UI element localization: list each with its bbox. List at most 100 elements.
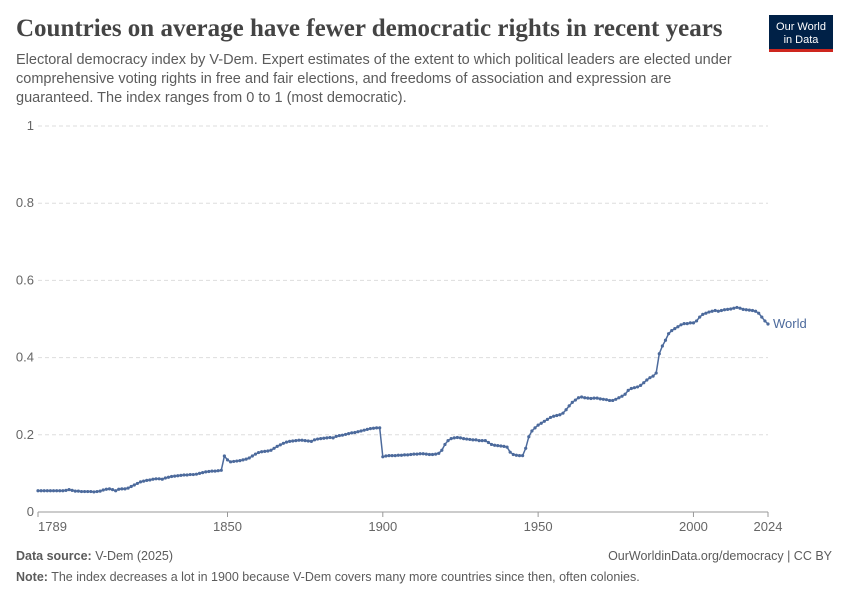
- point: [179, 473, 183, 477]
- point: [673, 327, 677, 331]
- point: [517, 454, 522, 458]
- point: [660, 344, 664, 348]
- point: [474, 438, 478, 442]
- point: [533, 426, 537, 430]
- point: [757, 311, 761, 315]
- point: [281, 441, 286, 445]
- point: [434, 452, 438, 456]
- point: [48, 489, 53, 493]
- point: [334, 434, 338, 438]
- note-label: Note:: [16, 570, 48, 584]
- url[interactable]: OurWorldinData.org/democracy | CC BY: [608, 549, 833, 563]
- x-tick-label: 2024: [754, 519, 783, 534]
- point: [520, 454, 525, 458]
- point: [396, 453, 400, 457]
- point: [729, 307, 733, 311]
- point: [483, 438, 487, 443]
- point: [244, 457, 248, 461]
- point: [676, 325, 680, 329]
- point: [210, 469, 214, 473]
- point: [337, 433, 341, 438]
- point: [154, 477, 158, 481]
- point: [545, 417, 550, 421]
- point: [238, 459, 242, 463]
- subtitle: guaranteed. The index ranges from 0 to 1…: [16, 90, 407, 106]
- point: [611, 398, 615, 403]
- point: [499, 444, 503, 448]
- point: [735, 305, 739, 310]
- point: [452, 436, 456, 440]
- point: [291, 439, 295, 443]
- point: [766, 322, 770, 326]
- point: [101, 488, 105, 492]
- point: [458, 436, 463, 440]
- point: [306, 439, 310, 443]
- point: [197, 471, 202, 475]
- point: [138, 480, 143, 484]
- point: [89, 489, 93, 494]
- point: [527, 435, 531, 439]
- point: [350, 431, 354, 435]
- point: [648, 376, 652, 380]
- point: [486, 440, 491, 445]
- point: [169, 474, 174, 479]
- point: [663, 338, 668, 342]
- point: [117, 487, 121, 491]
- point: [446, 438, 450, 443]
- note-text: The index decreases a lot in 1900 becaus…: [51, 570, 640, 584]
- point: [424, 452, 428, 456]
- point: [241, 458, 245, 462]
- point: [592, 396, 596, 400]
- point: [430, 452, 435, 457]
- point: [123, 487, 127, 491]
- point: [412, 452, 416, 456]
- point: [763, 319, 767, 323]
- point: [635, 385, 640, 389]
- point: [738, 306, 742, 310]
- point: [747, 308, 751, 312]
- source-label: Data source:: [16, 549, 92, 563]
- point: [654, 371, 658, 375]
- point: [493, 443, 497, 447]
- point: [539, 421, 543, 425]
- point: [132, 483, 136, 487]
- point: [42, 489, 46, 493]
- point: [645, 378, 649, 382]
- point: [617, 396, 621, 400]
- point: [626, 388, 630, 393]
- point: [753, 309, 758, 313]
- point: [576, 396, 581, 400]
- point: [679, 323, 683, 327]
- point: [427, 452, 432, 457]
- point: [216, 469, 220, 473]
- point: [713, 308, 717, 313]
- point: [623, 392, 627, 396]
- point: [393, 454, 397, 458]
- point: [114, 489, 118, 493]
- point: [670, 328, 674, 333]
- point: [536, 423, 540, 427]
- point: [250, 454, 254, 458]
- point: [256, 450, 261, 455]
- point: [297, 438, 301, 442]
- point: [107, 487, 112, 491]
- point: [601, 397, 605, 401]
- y-tick-label: 0.8: [16, 195, 34, 210]
- point: [319, 437, 323, 441]
- logo[interactable]: Our World in Data: [769, 15, 833, 52]
- point: [548, 415, 553, 420]
- point: [201, 471, 205, 475]
- note: Note: The index decreases a lot in 1900 …: [16, 570, 640, 584]
- point: [51, 489, 56, 493]
- point: [73, 489, 77, 493]
- logo-text: Our World: [776, 21, 826, 33]
- point: [555, 413, 559, 418]
- point: [502, 444, 506, 448]
- point: [374, 426, 379, 430]
- point: [598, 397, 602, 401]
- point: [406, 453, 410, 457]
- point: [340, 433, 345, 437]
- point: [303, 438, 307, 443]
